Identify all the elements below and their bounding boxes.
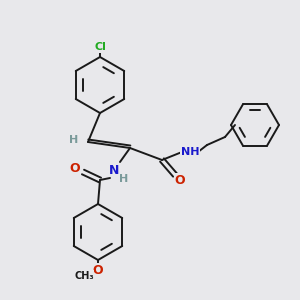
Text: O: O [93,263,103,277]
Text: N: N [109,164,119,176]
Text: O: O [70,163,80,176]
Text: H: H [69,135,79,145]
Text: NH: NH [181,147,199,157]
Text: O: O [175,173,185,187]
Text: CH₃: CH₃ [74,271,94,281]
Text: H: H [119,174,129,184]
Text: Cl: Cl [94,42,106,52]
